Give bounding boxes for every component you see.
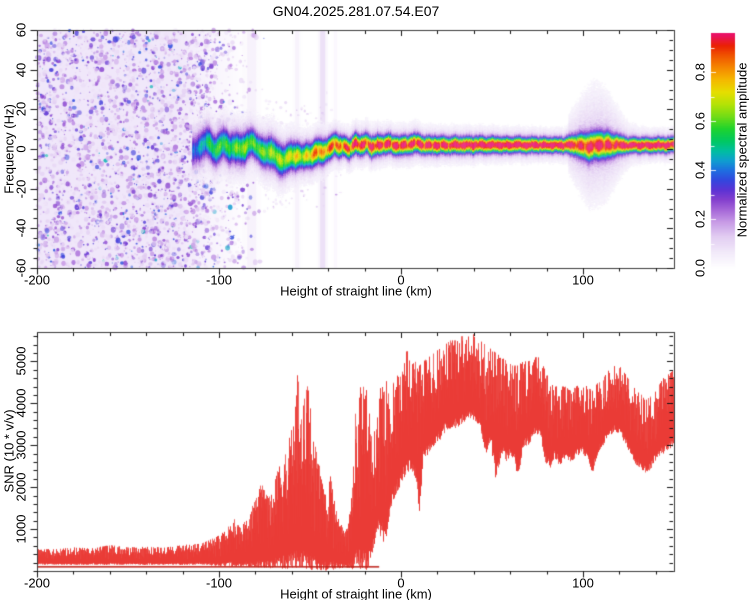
figure-title: GN04.2025.281.07.54.E07 (272, 3, 440, 19)
top-y-tick-label: 40 (13, 62, 29, 77)
bottom-y-tick-label: 4000 (13, 388, 29, 418)
colorbar-tick-label: 0.4 (692, 161, 708, 180)
colorbar-tick-label: 0.6 (692, 112, 708, 131)
top-x-axis-title: Height of straight line (km) (280, 283, 432, 299)
colorbar-axis-title: Normalized spectral amplitude (734, 62, 750, 238)
colorbar-tick-label: 0.0 (692, 258, 708, 278)
bottom-x-tick-label: 100 (572, 575, 594, 591)
top-y-tick-label: 60 (13, 22, 29, 38)
bottom-y-tick-label: 1000 (13, 514, 29, 544)
bottom-x-axis-title: Height of straight line (km) (280, 586, 432, 600)
bottom-y-tick-label: 5000 (13, 346, 29, 376)
bottom-x-tick-label: 0 (397, 575, 405, 591)
top-y-tick-label: 0 (13, 145, 29, 153)
top-x-tick-label: -100 (205, 272, 233, 288)
bottom-y-tick-label: 2000 (13, 472, 29, 502)
top-x-tick-label: -200 (23, 272, 51, 288)
colorbar-tick-label: 0.8 (692, 63, 708, 82)
top-y-tick-label: -40 (13, 218, 29, 238)
top-y-tick-label: -20 (13, 179, 29, 199)
bottom-y-tick-label: 3000 (13, 430, 29, 460)
bottom-x-tick-label: -100 (205, 575, 233, 591)
bottom-x-tick-label: -200 (23, 575, 51, 591)
top-x-tick-label: 0 (397, 272, 405, 288)
top-y-tick-label: 20 (13, 102, 29, 117)
colorbar-tick-label: 0.2 (692, 209, 708, 229)
top-x-tick-label: 100 (572, 272, 594, 288)
